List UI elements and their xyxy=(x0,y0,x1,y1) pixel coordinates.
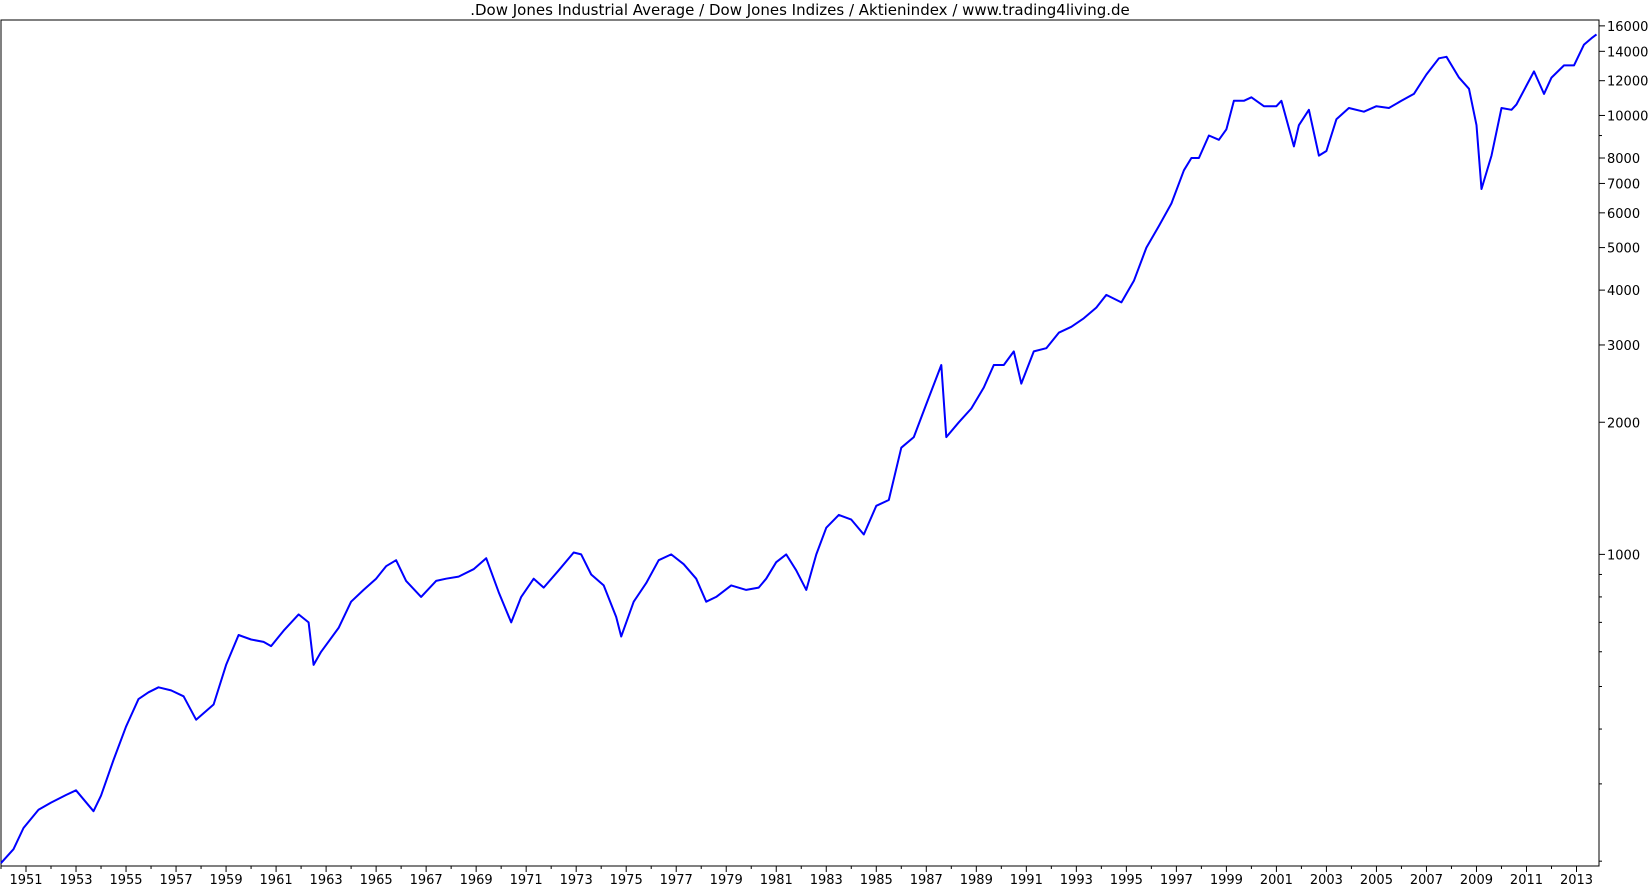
x-tick-label: 1979 xyxy=(710,873,743,885)
y-tick-label: 2000 xyxy=(1607,416,1640,431)
plot-frame xyxy=(0,19,1600,867)
y-tick-label: 16000 xyxy=(1607,20,1648,35)
x-tick-label: 2001 xyxy=(1260,873,1293,885)
series-line-dow-jones xyxy=(0,33,1598,864)
chart-title: .Dow Jones Industrial Average / Dow Jone… xyxy=(470,1,1130,19)
x-tick-label: 1969 xyxy=(460,873,493,885)
x-tick-label: 2011 xyxy=(1510,873,1543,885)
x-tick-label: 1991 xyxy=(1010,873,1043,885)
x-tick-label: 1973 xyxy=(560,873,593,885)
x-tick-label: 1987 xyxy=(910,873,943,885)
x-tick-label: 1959 xyxy=(210,873,243,885)
x-tick-label: 1999 xyxy=(1210,873,1243,885)
y-tick-label: 8000 xyxy=(1607,152,1640,167)
x-tick-label: 1953 xyxy=(59,873,92,885)
x-axis: 1951 1953 1955 1957 1959 1961 1963 1965 1967 1969… xyxy=(0,866,1593,885)
x-tick-label: 1989 xyxy=(960,873,993,885)
x-tick-label: 2003 xyxy=(1310,873,1343,885)
x-tick-label: 2013 xyxy=(1560,873,1593,885)
x-tick-label: 1967 xyxy=(410,873,443,885)
x-tick-label: 2005 xyxy=(1360,873,1393,885)
y-tick-label: 10000 xyxy=(1607,109,1648,124)
x-tick-label: 1983 xyxy=(810,873,843,885)
x-tick-label: 1985 xyxy=(860,873,893,885)
y-tick-label: 12000 xyxy=(1607,75,1648,90)
x-tick-label: 1981 xyxy=(760,873,793,885)
x-tick-label: 1961 xyxy=(260,873,293,885)
x-tick-label: 1995 xyxy=(1110,873,1143,885)
x-tick-label: 1951 xyxy=(9,873,42,885)
y-tick-label: 4000 xyxy=(1607,284,1640,299)
y-tick-label: 14000 xyxy=(1607,45,1648,60)
x-tick-label: 1975 xyxy=(610,873,643,885)
x-tick-label: 2007 xyxy=(1410,873,1443,885)
y-tick-label: 7000 xyxy=(1607,177,1640,192)
x-tick-label: 1977 xyxy=(660,873,693,885)
y-tick-label: 6000 xyxy=(1607,207,1640,222)
y-axis: 1000 2000 3000 4000 5000 6000 7000 8000 10000 120… xyxy=(1599,20,1648,862)
x-tick-label: 2009 xyxy=(1460,873,1493,885)
x-tick-label: 1971 xyxy=(510,873,543,885)
y-tick-label: 3000 xyxy=(1607,339,1640,354)
y-tick-label: 1000 xyxy=(1607,548,1640,563)
y-tick-label: 5000 xyxy=(1607,242,1640,257)
x-tick-label: 1965 xyxy=(360,873,393,885)
x-tick-label: 1993 xyxy=(1060,873,1093,885)
x-tick-label: 1963 xyxy=(310,873,343,885)
x-tick-label: 1957 xyxy=(160,873,193,885)
x-tick-label: 1997 xyxy=(1160,873,1193,885)
x-tick-label: 1955 xyxy=(109,873,142,885)
